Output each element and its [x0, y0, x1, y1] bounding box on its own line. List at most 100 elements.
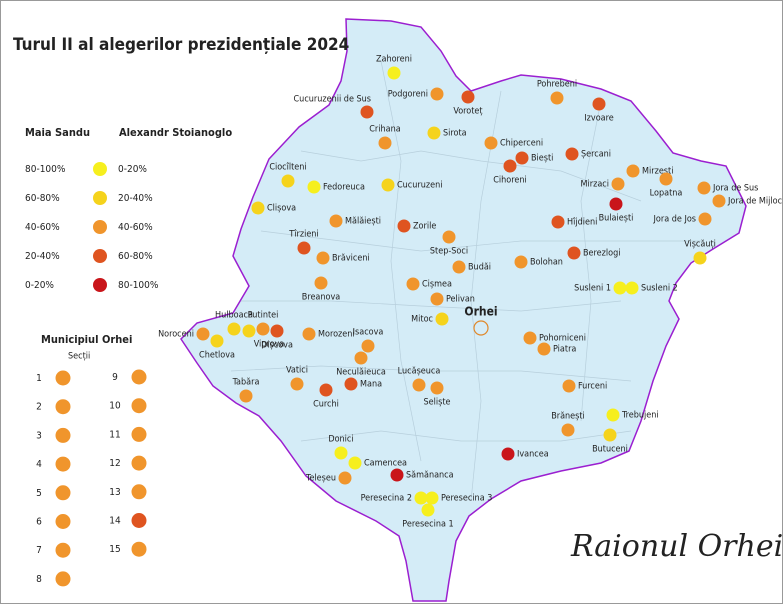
village-label: Peresecina 3 — [441, 494, 492, 504]
village-label: Furceni — [578, 382, 607, 392]
section-dot — [55, 485, 71, 501]
village-label: Izvoare — [584, 114, 613, 124]
village-label: Vatici — [286, 366, 308, 376]
village-dot — [297, 241, 311, 255]
village-dot — [442, 230, 456, 244]
section-label: 8 — [36, 574, 42, 585]
section-label: 6 — [36, 517, 42, 528]
village-label: Cucuruzenii de Sus — [294, 95, 371, 105]
village-label: Piatra — [553, 345, 576, 355]
village-label: Susleni 1 — [574, 284, 611, 294]
section-label: 11 — [109, 429, 120, 440]
village-dot — [256, 322, 270, 336]
village-label: Viprova — [254, 340, 285, 350]
village-dot — [290, 377, 304, 391]
village-dot — [381, 178, 395, 192]
village-dot — [551, 215, 565, 229]
section-dot — [131, 484, 147, 500]
village-label: Pohrebeni — [537, 80, 577, 90]
village-label: Voroteț — [453, 107, 482, 117]
village-label: Putintei — [248, 311, 279, 321]
legend-right-title: Alexandr Stoianoglo — [119, 126, 232, 139]
map-title: Turul II al alegerilor prezidențiale 202… — [13, 35, 349, 55]
city-label: Orhei — [464, 305, 497, 319]
section-dot — [131, 455, 147, 471]
section-dot — [131, 541, 147, 557]
village-dot — [562, 379, 576, 393]
village-label: Mălăiești — [345, 217, 381, 227]
village-label: Pelivan — [446, 295, 475, 305]
legend-swatch — [93, 249, 107, 263]
village-label: Peresecina 2 — [361, 494, 412, 504]
village-dot — [561, 423, 575, 437]
village-dot — [461, 90, 475, 104]
section-dot — [55, 542, 71, 558]
legend-right-label: 80-100% — [118, 280, 159, 291]
section-label: 15 — [109, 544, 120, 555]
section-label: 12 — [109, 458, 120, 469]
village-dot — [712, 194, 726, 208]
section-dot — [131, 398, 147, 414]
village-label: Chiperceni — [500, 139, 543, 149]
village-label: Zorile — [413, 222, 436, 232]
village-label: Ciocîlteni — [269, 163, 306, 173]
section-dot — [55, 514, 71, 529]
village-dot — [430, 292, 444, 306]
village-dot — [378, 136, 392, 150]
village-label: Sirota — [443, 129, 467, 139]
municipality-title: Municipiul Orhei — [41, 333, 132, 346]
village-label: Mirzești — [642, 167, 673, 177]
village-label: Biești — [531, 154, 553, 164]
village-dot — [452, 260, 466, 274]
commune-borders — [230, 60, 701, 502]
village-dot — [611, 177, 625, 191]
village-dot — [210, 334, 224, 348]
village-dot — [567, 246, 581, 260]
village-dot — [390, 468, 404, 482]
village-dot — [565, 147, 579, 161]
village-label: Berezlogi — [583, 249, 621, 259]
section-dot — [55, 370, 71, 386]
legend-left-label: 20-40% — [25, 251, 60, 262]
village-label: Lopatna — [650, 189, 683, 199]
village-label: Seliște — [424, 398, 451, 408]
section-dot — [131, 513, 147, 528]
village-label: Hulboaca — [215, 311, 253, 321]
section-label: 3 — [36, 430, 42, 441]
village-label: Tîrzieni — [288, 230, 318, 240]
village-label: Jora de Sus — [712, 184, 758, 194]
village-dot — [387, 66, 401, 80]
village-dot — [698, 212, 712, 226]
section-dot — [55, 456, 71, 472]
village-dot — [344, 377, 358, 391]
village-label: Pohorniceni — [539, 334, 586, 344]
section-label: 14 — [109, 516, 121, 527]
village-dot — [550, 91, 564, 105]
village-label: Fedoreuca — [323, 183, 365, 193]
legend-left-label: 40-60% — [25, 222, 60, 233]
village-dot — [603, 428, 617, 442]
village-dot — [514, 255, 528, 269]
village-dot — [242, 324, 256, 338]
village-dot — [503, 159, 517, 173]
village-label: Sămănanca — [406, 471, 454, 481]
village-label: Chetlova — [199, 351, 235, 361]
village-dot — [625, 281, 639, 295]
village-dot — [435, 312, 449, 326]
legend-left-label: 60-80% — [25, 193, 60, 204]
village-label: Butuceni — [592, 445, 628, 455]
village-label: Susleni 2 — [641, 284, 678, 294]
village-label: Mirzaci — [581, 180, 609, 190]
village-label: Curchi — [313, 400, 339, 410]
section-label: 2 — [36, 402, 42, 413]
village-dot — [515, 151, 529, 165]
legend-swatch — [93, 220, 107, 234]
village-label: Morozeni — [318, 330, 355, 340]
legend-right-label: 40-60% — [118, 222, 153, 233]
village-dot — [307, 180, 321, 194]
section-dot — [131, 426, 147, 442]
village-label: Camencea — [364, 459, 407, 469]
village-dot — [397, 219, 411, 233]
village-dot — [406, 277, 420, 291]
